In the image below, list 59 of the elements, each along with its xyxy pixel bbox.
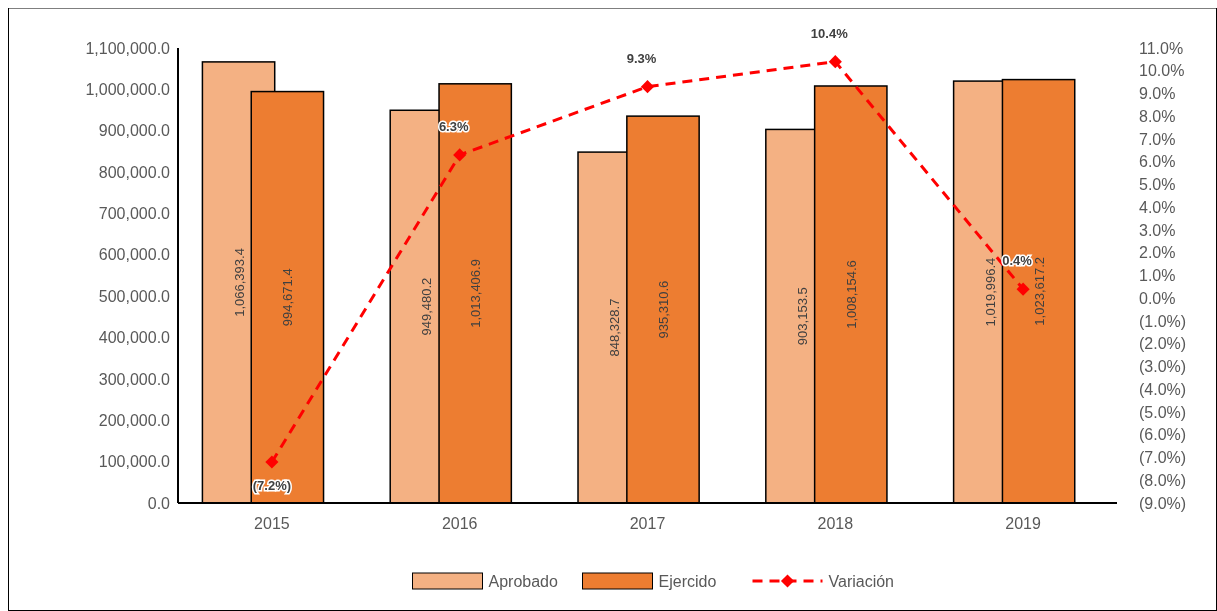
y-tick-label: 600,000.0 [98,246,171,264]
y-tick-label: 100,000.0 [98,453,171,471]
x-tick-label: 2015 [254,515,290,532]
legend-label: Aprobado [488,572,558,590]
y2-tick-label: 5.0% [1139,176,1176,194]
y-tick-label: 1,100,000.0 [85,39,171,57]
y2-tick-label: 2.0% [1139,244,1176,262]
y-tick-label: 500,000.0 [98,287,171,305]
x-tick-label: 2018 [817,515,854,532]
y2-tick-label: 9.0% [1139,85,1176,103]
point [453,148,467,162]
y2-tick-label: 6.0% [1139,153,1176,171]
y-tick-label: 400,000.0 [98,329,171,347]
y2-tick-label: 7.0% [1139,130,1176,148]
y-tick-label: 800,000.0 [98,163,171,181]
x-tick-label: 2019 [1005,515,1041,532]
y2-tick-label: 1.0% [1139,267,1176,285]
y2-tick-label: 3.0% [1139,221,1176,239]
y-tick-label: 900,000.0 [98,122,171,140]
data-label: 1,013,406.9 [468,259,484,328]
y2-tick-label: 8.0% [1139,107,1176,125]
x-tick-label: 2016 [441,515,478,532]
data-label: 994,671.4 [280,268,296,327]
data-label: (7.2%) [252,478,292,494]
y2-tick-label: (4.0%) [1139,380,1187,398]
y-tick-label: 200,000.0 [98,411,171,429]
legend-label: Variación [828,572,895,590]
y2-tick-label: 4.0% [1139,198,1176,216]
legend-label: Ejercido [658,572,717,590]
y2-tick-label: (1.0%) [1139,312,1187,330]
y-tick-label: 300,000.0 [98,370,171,388]
point [1016,282,1030,296]
data-label: 1,008,154.6 [843,260,859,329]
x-tick-label: 2017 [629,515,666,532]
data-label: 10.4% [810,25,849,41]
y2-tick-label: 0.0% [1139,289,1176,307]
point [265,455,279,469]
data-label: 1,019,996.4 [982,257,998,327]
y2-tick-label: (6.0%) [1139,426,1187,444]
data-label: 935,310.6 [655,280,671,339]
y2-tick-label: 11.0% [1139,39,1184,57]
data-label: 848,328.7 [607,298,623,357]
y2-tick-label: (5.0%) [1139,403,1187,421]
y-tick-label: 0.0 [147,494,171,512]
y2-tick-label: (9.0%) [1139,494,1187,512]
y-tick-label: 700,000.0 [98,205,171,223]
data-label: 903,153.5 [794,287,810,346]
y2-tick-label: 10.0% [1139,62,1185,80]
y-tick-label: 1,000,000.0 [85,80,171,98]
data-label: 9.3% [626,50,657,66]
point [828,55,842,69]
y2-tick-label: (8.0%) [1139,471,1187,489]
y2-tick-label: (2.0%) [1139,335,1187,353]
y2-tick-label: (7.0%) [1139,449,1187,467]
point [640,80,655,94]
data-label: 949,480.2 [419,277,435,336]
data-label: 1,023,617.2 [1031,256,1047,326]
y2-tick-label: (3.0%) [1139,358,1187,376]
data-label: 1,066,393.4 [231,248,247,317]
